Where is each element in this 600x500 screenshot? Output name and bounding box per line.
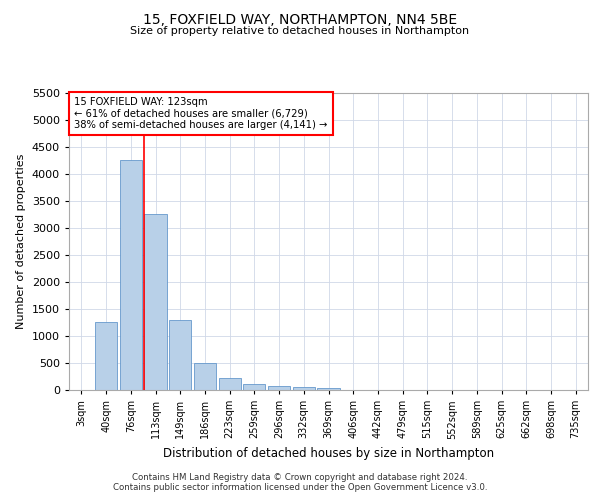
Bar xyxy=(194,364,216,390)
Text: Contains public sector information licensed under the Open Government Licence v3: Contains public sector information licen… xyxy=(113,484,487,492)
Bar xyxy=(317,388,340,390)
Bar xyxy=(243,384,265,390)
Bar xyxy=(169,320,191,390)
Bar xyxy=(119,160,142,390)
Text: 15, FOXFIELD WAY, NORTHAMPTON, NN4 5BE: 15, FOXFIELD WAY, NORTHAMPTON, NN4 5BE xyxy=(143,12,457,26)
Bar xyxy=(218,378,241,390)
X-axis label: Distribution of detached houses by size in Northampton: Distribution of detached houses by size … xyxy=(163,447,494,460)
Bar xyxy=(145,214,167,390)
Text: Size of property relative to detached houses in Northampton: Size of property relative to detached ho… xyxy=(130,26,470,36)
Bar xyxy=(293,387,315,390)
Y-axis label: Number of detached properties: Number of detached properties xyxy=(16,154,26,329)
Bar xyxy=(268,386,290,390)
Text: 15 FOXFIELD WAY: 123sqm
← 61% of detached houses are smaller (6,729)
38% of semi: 15 FOXFIELD WAY: 123sqm ← 61% of detache… xyxy=(74,97,328,130)
Bar xyxy=(95,322,117,390)
Text: Contains HM Land Registry data © Crown copyright and database right 2024.: Contains HM Land Registry data © Crown c… xyxy=(132,472,468,482)
